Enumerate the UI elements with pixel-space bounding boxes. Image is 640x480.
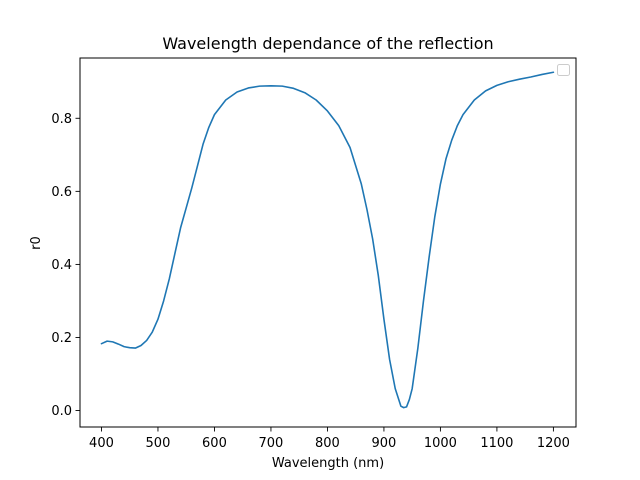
y-tick-label: 0.6 (51, 185, 72, 200)
y-tick-label: 0.4 (51, 258, 72, 273)
x-axis-ticks: 400 500 600 700 800 900 1000 1100 1200 (89, 427, 570, 451)
axes-frame (79, 57, 577, 428)
x-tick-label: 1100 (480, 436, 513, 451)
chart-title: Wavelength dependance of the reflection (162, 34, 493, 53)
x-tick-label: 900 (372, 436, 397, 451)
y-axis-label: r0 (29, 236, 44, 250)
x-axis-label: Wavelength (nm) (272, 456, 384, 471)
x-tick-label: 400 (89, 436, 114, 451)
y-axis-ticks: 0.0 0.2 0.4 0.6 0.8 (51, 112, 80, 419)
x-tick-label: 1000 (424, 436, 457, 451)
y-tick-label: 0.2 (51, 331, 72, 346)
x-tick-label: 500 (146, 436, 171, 451)
y-tick-label: 0.0 (51, 404, 72, 419)
plot-area (100, 71, 555, 409)
x-tick-label: 800 (315, 436, 340, 451)
series-line-0 (100, 71, 555, 409)
y-tick-label: 0.8 (51, 112, 72, 127)
legend-box (557, 64, 570, 76)
x-tick-label: 700 (259, 436, 284, 451)
x-tick-label: 1200 (537, 436, 570, 451)
x-tick-label: 600 (202, 436, 227, 451)
